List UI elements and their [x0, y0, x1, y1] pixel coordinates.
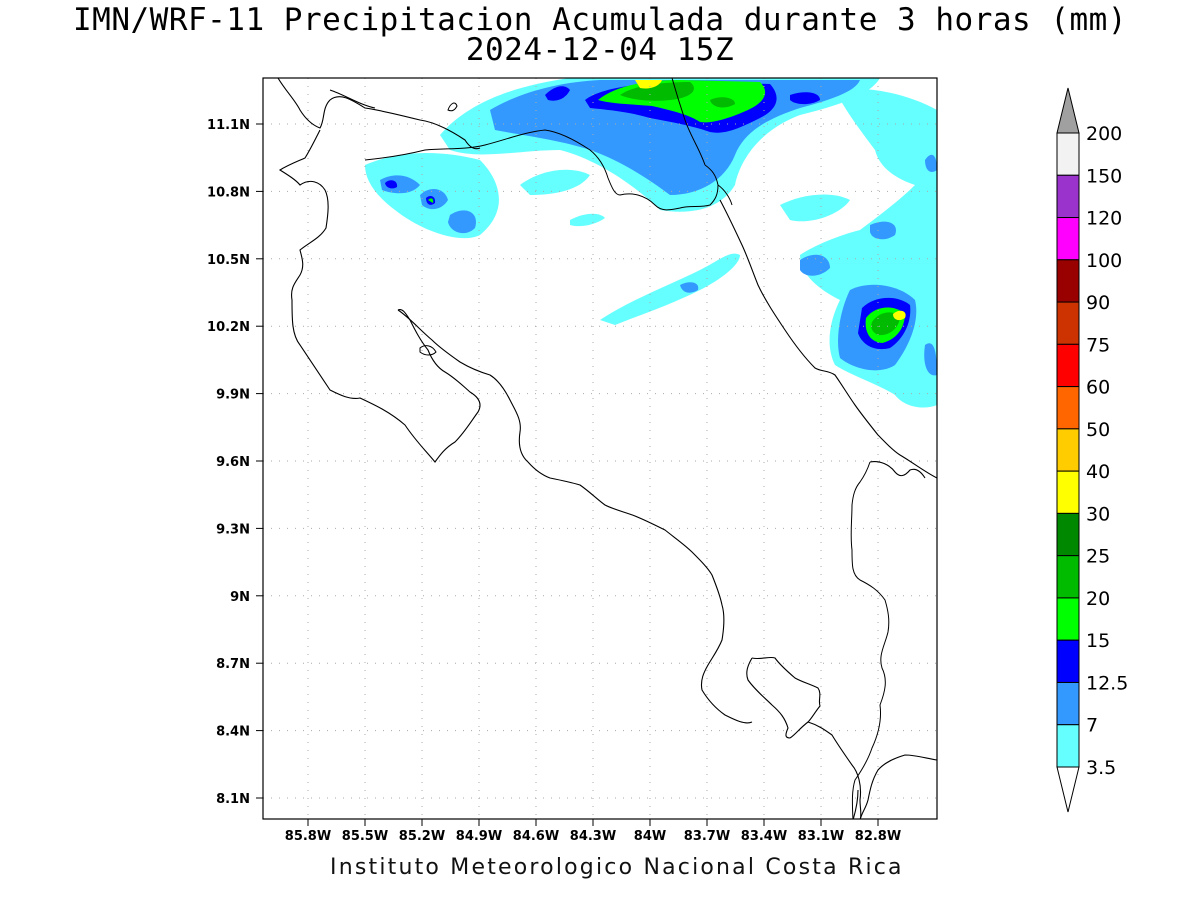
colorbar-swatch — [1056, 681, 1080, 726]
colorbar-swatch — [1056, 597, 1080, 641]
map-credit: Instituto Meteorologico Nacional Costa R… — [330, 855, 904, 880]
colorbar-swatch — [1056, 217, 1080, 261]
colorbar-label: 200 — [1086, 123, 1122, 145]
colorbar-label: 120 — [1086, 208, 1122, 230]
colorbar-swatch — [1056, 386, 1080, 430]
lon-tick-label: 84W — [634, 829, 666, 844]
island-features — [419, 102, 458, 356]
lon-tick-label: 85.8W — [285, 829, 331, 844]
precip-30mm — [635, 80, 906, 321]
colorbar-label: 150 — [1086, 165, 1122, 187]
colorbar-under-triangle — [1056, 766, 1080, 813]
colorbar-swatch — [1056, 470, 1080, 514]
precipitation-field — [365, 78, 937, 408]
colorbar-label: 12.5 — [1086, 672, 1128, 694]
lat-tick-label: 8.1N — [216, 792, 250, 807]
country-borders — [364, 78, 890, 819]
colorbar-label: 90 — [1086, 292, 1110, 314]
lat-tick-label: 8.4N — [216, 725, 250, 740]
lon-tick-label: 83.4W — [741, 829, 787, 844]
colorbar-label: 15 — [1086, 630, 1110, 652]
coastlines — [277, 78, 937, 819]
colorbar: 200 150 120 100 90 75 60 50 40 30 25 20 15 12.5 7 3.5 — [1056, 87, 1128, 813]
colorbar-swatch — [1056, 512, 1080, 557]
lat-tick-label: 8.7N — [216, 657, 250, 672]
colorbar-swatch — [1056, 724, 1080, 768]
colorbar-label: 30 — [1086, 503, 1110, 525]
lat-tick-label: 9.9N — [216, 388, 250, 403]
colorbar-over-triangle — [1056, 87, 1080, 134]
lon-tick-label: 83.1W — [798, 829, 844, 844]
colorbar-swatch — [1056, 343, 1080, 388]
lat-tick-label: 10.5N — [207, 253, 250, 268]
lon-tick-label: 85.2W — [399, 829, 445, 844]
colorbar-label: 20 — [1086, 588, 1110, 610]
map-title: IMN/WRF-11 Precipitacion Acumulada duran… — [73, 2, 1127, 38]
colorbar-label: 40 — [1086, 461, 1110, 483]
colorbar-swatch — [1056, 174, 1080, 219]
colorbar-label: 25 — [1086, 546, 1110, 568]
lat-tick-label: 9N — [230, 590, 250, 605]
lat-tick-label: 10.2N — [207, 320, 250, 335]
colorbar-label: 3.5 — [1086, 757, 1116, 779]
lon-tick-label: 84.9W — [456, 829, 502, 844]
colorbar-label: 60 — [1086, 377, 1110, 399]
colorbar-swatch — [1056, 428, 1080, 472]
lat-tick-label: 11.1N — [207, 118, 250, 133]
colorbar-label: 50 — [1086, 419, 1110, 441]
colorbar-swatch — [1056, 132, 1080, 176]
colorbar-swatch — [1056, 301, 1080, 345]
colorbar-label: 75 — [1086, 334, 1110, 356]
colorbar-label: 7 — [1086, 715, 1098, 737]
colorbar-label: 100 — [1086, 250, 1122, 272]
lat-tick-label: 9.6N — [216, 455, 250, 470]
longitude-axis: 85.8W 85.5W 85.2W 84.9W 84.6W 84.3W 84W 83.7W 83… — [285, 819, 901, 844]
lat-tick-label: 9.3N — [216, 522, 250, 537]
lon-tick-label: 82.8W — [855, 829, 901, 844]
map-frame — [262, 77, 938, 820]
lon-tick-label: 83.7W — [684, 829, 730, 844]
lon-tick-label: 85.5W — [342, 829, 388, 844]
latitude-axis: 11.1N 10.8N 10.5N 10.2N 9.9N 9.6N 9.3N 9N 8.7N 8.… — [207, 118, 263, 807]
colorbar-swatch — [1056, 555, 1080, 599]
map-grid — [263, 78, 937, 819]
colorbar-swatch — [1056, 639, 1080, 683]
map-valid-time: 2024-12-04 15Z — [465, 32, 735, 68]
colorbar-swatch — [1056, 259, 1080, 303]
lat-tick-label: 10.8N — [207, 185, 250, 200]
lon-tick-label: 84.3W — [570, 829, 616, 844]
lon-tick-label: 84.6W — [513, 829, 559, 844]
